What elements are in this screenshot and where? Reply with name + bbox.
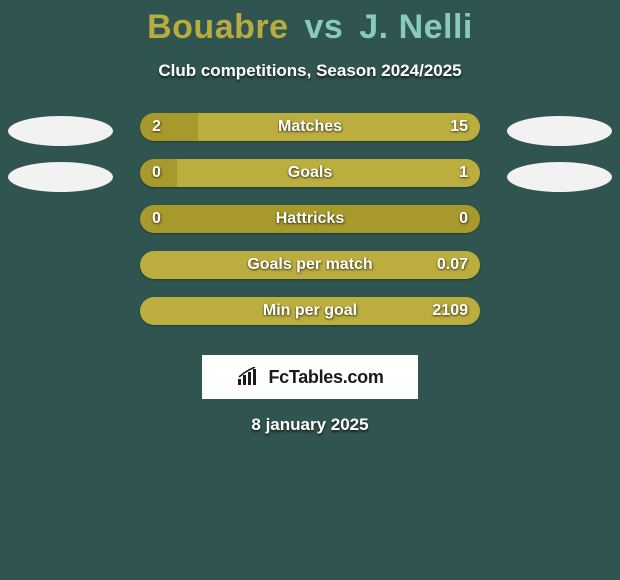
footer-date: 8 january 2025 (0, 415, 620, 435)
stat-label: Matches (140, 113, 480, 141)
stat-label: Min per goal (140, 297, 480, 325)
branding-box[interactable]: FcTables.com (202, 355, 418, 399)
branding-text: FcTables.com (268, 367, 383, 388)
title-player1: Bouabre (147, 8, 288, 46)
subtitle: Club competitions, Season 2024/2025 (0, 61, 620, 81)
stat-bar: Goals per match0.07 (140, 251, 480, 279)
stat-row: 0Hattricks0 (0, 203, 620, 249)
team-badge-right (507, 116, 612, 146)
title-vs: vs (304, 8, 343, 46)
stat-value-right: 15 (450, 113, 468, 141)
team-badge-right (507, 162, 612, 192)
stat-value-right: 0 (459, 205, 468, 233)
stat-row: 0Goals1 (0, 157, 620, 203)
stat-value-right: 2109 (432, 297, 468, 325)
stat-value-right: 0.07 (437, 251, 468, 279)
stat-bar: Min per goal2109 (140, 297, 480, 325)
chart-icon (236, 367, 262, 387)
stat-value-right: 1 (459, 159, 468, 187)
stat-row: Min per goal2109 (0, 295, 620, 341)
stat-rows: 2Matches150Goals10Hattricks0Goals per ma… (0, 111, 620, 341)
team-badge-left (8, 162, 113, 192)
comparison-card: Bouabre vs J. Nelli Club competitions, S… (0, 0, 620, 580)
stat-bar: 0Hattricks0 (140, 205, 480, 233)
stat-row: 2Matches15 (0, 111, 620, 157)
stat-label: Goals (140, 159, 480, 187)
title-player2: J. Nelli (359, 8, 473, 46)
team-badge-left (8, 116, 113, 146)
stat-label: Goals per match (140, 251, 480, 279)
stat-label: Hattricks (140, 205, 480, 233)
stat-row: Goals per match0.07 (0, 249, 620, 295)
stat-bar: 0Goals1 (140, 159, 480, 187)
page-title: Bouabre vs J. Nelli (0, 8, 620, 47)
stat-bar: 2Matches15 (140, 113, 480, 141)
